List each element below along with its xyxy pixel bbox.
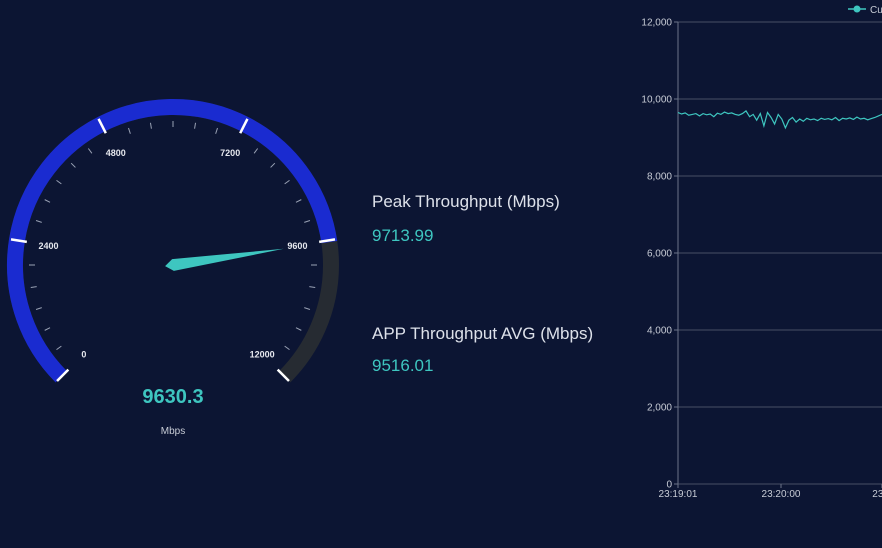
gauge-minor-tick	[149, 122, 152, 129]
legend-label: Cu	[870, 5, 882, 16]
gauge-minor-tick	[44, 327, 51, 331]
chart-x-axis: 23:19:01 23:20:00 23:2	[659, 484, 882, 500]
gauge-minor-tick	[87, 148, 93, 154]
gauge-minor-tick	[284, 345, 290, 351]
gauge-tick-label: 4800	[106, 148, 126, 158]
chart-y-tick-label: 2,000	[647, 403, 672, 414]
gauge-needle	[165, 248, 284, 271]
peak-throughput-label: Peak Throughput (Mbps)	[372, 192, 560, 211]
gauge-minor-tick	[194, 122, 197, 129]
gauge-major-tick	[239, 118, 249, 134]
chart-y-axis: 0 2,000 4,000 6,000 8,000 10,000 12,000	[641, 18, 672, 491]
avg-throughput-value: 9516.01	[372, 356, 434, 375]
legend-marker	[853, 5, 861, 13]
chart-legend[interactable]: Cu	[848, 5, 882, 16]
gauge-major-tick	[318, 238, 336, 244]
gauge-minor-tick	[70, 162, 76, 168]
speed-gauge: 0 2400 4800 7200 9600 12000 9630.3 Mbps	[7, 99, 339, 437]
gauge-minor-tick	[309, 286, 316, 289]
gauge-minor-ticks	[29, 121, 317, 351]
chart-y-grid	[674, 21, 882, 485]
gauge-tick-label: 12000	[250, 350, 275, 360]
chart-y-tick-label: 0	[666, 480, 672, 491]
gauge-value: 9630.3	[142, 386, 203, 408]
gauge-major-tick	[276, 368, 290, 382]
throughput-line-chart: 0 2,000 4,000 6,000 8,000 10,000 12,000 23:19:…	[641, 5, 882, 500]
gauge-minor-tick	[30, 286, 37, 289]
chart-y-tick-label: 8,000	[647, 172, 672, 183]
chart-y-tick-label: 10,000	[641, 95, 672, 106]
gauge-minor-tick	[35, 220, 42, 223]
chart-x-tick-label: 23:20:00	[762, 489, 801, 500]
gauge-tick-label: 9600	[287, 241, 307, 251]
gauge-minor-tick	[253, 148, 259, 154]
gauge-major-tick	[10, 238, 28, 244]
chart-x-tick-label: 23:2	[872, 489, 882, 500]
peak-throughput-value: 9713.99	[372, 226, 434, 245]
chart-y-tick-label: 4,000	[647, 326, 672, 337]
chart-y-tick-label: 6,000	[647, 249, 672, 260]
gauge-unit: Mbps	[161, 426, 185, 437]
gauge-tick-labels: 0 2400 4800 7200 9600 12000	[39, 148, 308, 359]
gauge-major-tick	[97, 118, 107, 134]
gauge-minor-tick	[284, 179, 290, 185]
gauge-minor-tick	[44, 199, 51, 203]
gauge-minor-tick	[128, 127, 131, 134]
gauge-minor-tick	[295, 327, 302, 331]
avg-throughput-label: APP Throughput AVG (Mbps)	[372, 324, 594, 343]
gauge-arc-fill	[7, 99, 338, 383]
gauge-minor-tick	[304, 307, 311, 310]
gauge-tick-label: 2400	[39, 241, 59, 251]
chart-y-tick-label: 12,000	[641, 18, 672, 29]
gauge-tick-label: 7200	[220, 148, 240, 158]
chart-x-tick-label: 23:19:01	[659, 489, 698, 500]
gauge-minor-tick	[56, 179, 62, 185]
gauge-major-ticks	[10, 118, 336, 382]
gauge-minor-tick	[295, 199, 302, 203]
gauge-minor-tick	[215, 127, 218, 134]
gauge-minor-tick	[56, 345, 62, 351]
gauge-minor-tick	[35, 307, 42, 310]
gauge-minor-tick	[304, 220, 311, 223]
series-line-cu	[677, 110, 882, 130]
gauge-tick-label: 0	[81, 350, 86, 360]
gauge-major-tick	[56, 368, 70, 382]
gauge-minor-tick	[270, 162, 276, 168]
